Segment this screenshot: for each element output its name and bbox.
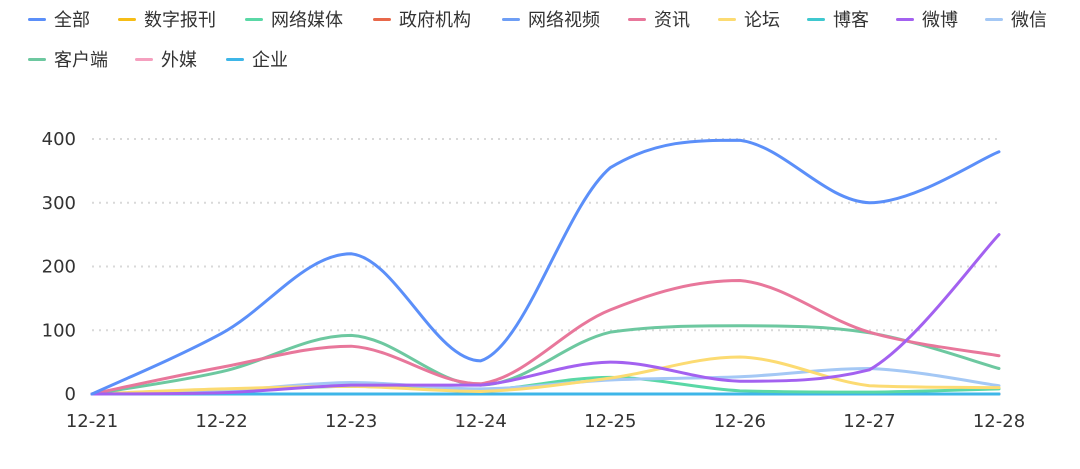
x-tick-label: 12-22 — [195, 411, 247, 432]
x-tick-label: 12-21 — [66, 411, 118, 432]
legend-label: 资讯 — [654, 10, 690, 31]
legend-item[interactable]: 网络视频 — [502, 5, 600, 33]
legend-swatch — [985, 17, 1003, 21]
legend-label: 客户端 — [54, 50, 108, 71]
series-line[interactable] — [90, 233, 1001, 396]
legend-label: 全部 — [54, 10, 90, 31]
legend-label: 数字报刊 — [144, 10, 216, 31]
legend-item[interactable]: 论坛 — [718, 5, 780, 33]
series-layer — [90, 138, 1001, 396]
series-line[interactable] — [90, 355, 1001, 396]
x-tick-label: 12-27 — [843, 411, 895, 432]
x-tick-label: 12-25 — [584, 411, 636, 432]
legend-swatch — [628, 17, 646, 21]
legend-swatch — [118, 17, 136, 21]
legend-swatch — [718, 17, 736, 21]
legend-label: 微信 — [1011, 10, 1047, 31]
legend-item[interactable]: 客户端 — [28, 45, 108, 73]
legend-label: 外媒 — [161, 50, 197, 71]
legend-item[interactable]: 微信 — [985, 5, 1047, 33]
x-tick-label: 12-26 — [714, 411, 766, 432]
y-tick-label: 100 — [42, 320, 76, 341]
legend-swatch — [245, 17, 263, 21]
legend-item[interactable]: 企业 — [226, 45, 288, 73]
legend-swatch — [896, 17, 914, 21]
legend-label: 企业 — [252, 50, 288, 71]
legend-swatch — [502, 17, 520, 21]
x-tick-label: 12-23 — [325, 411, 377, 432]
series-line[interactable] — [90, 138, 1001, 396]
legend-label: 博客 — [833, 10, 869, 31]
x-tick-label: 12-28 — [973, 411, 1025, 432]
legend-item[interactable]: 数字报刊 — [118, 5, 216, 33]
legend-swatch — [28, 57, 46, 61]
legend-swatch — [226, 57, 244, 61]
legend-item[interactable]: 资讯 — [628, 5, 690, 33]
y-tick-label: 200 — [42, 257, 76, 278]
legend-label: 微博 — [922, 10, 958, 31]
legend-item[interactable]: 全部 — [28, 5, 90, 33]
legend-item[interactable]: 政府机构 — [373, 5, 471, 33]
legend-swatch — [28, 17, 46, 21]
legend-item[interactable]: 博客 — [807, 5, 869, 33]
series-line[interactable] — [90, 279, 1001, 396]
chart-legend: 全部 数字报刊 网络媒体 政府机构 网络视频 资讯 论坛 博客 微博 微信客户端 外媒 企业 — [0, 0, 1080, 90]
y-tick-label: 300 — [42, 193, 76, 214]
legend-item[interactable]: 微博 — [896, 5, 958, 33]
axis-layer: 0 100 200 300 400 12-21 12-22 12-23 12-24 12-25 12… — [42, 129, 1026, 432]
x-tick-label: 12-24 — [455, 411, 507, 432]
legend-label: 网络媒体 — [271, 10, 343, 31]
y-tick-label: 0 — [65, 384, 76, 405]
y-tick-label: 400 — [42, 129, 76, 150]
legend-label: 论坛 — [744, 10, 780, 31]
legend-item[interactable]: 外媒 — [135, 45, 197, 73]
legend-item[interactable]: 网络媒体 — [245, 5, 343, 33]
legend-swatch — [807, 17, 825, 21]
grid-layer — [92, 138, 999, 332]
series-line[interactable] — [90, 324, 1001, 396]
legend-swatch — [135, 57, 153, 61]
legend-swatch — [373, 17, 391, 21]
legend-label: 政府机构 — [399, 10, 471, 31]
legend-label: 网络视频 — [528, 10, 600, 31]
